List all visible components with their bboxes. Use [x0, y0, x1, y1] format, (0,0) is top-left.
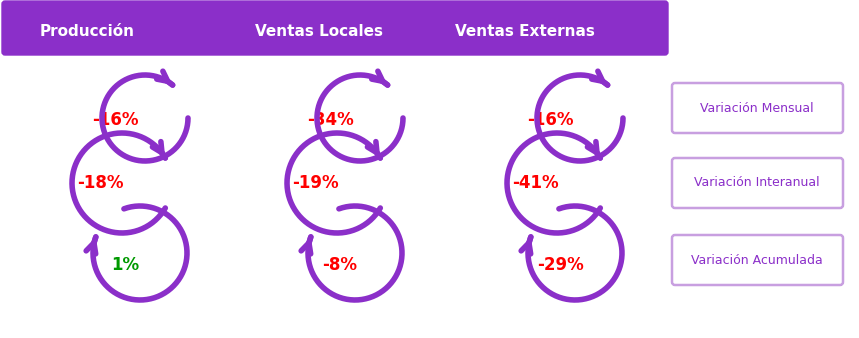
Text: Variación Interanual: Variación Interanual [694, 176, 819, 190]
FancyBboxPatch shape [672, 158, 843, 208]
Text: 1%: 1% [111, 256, 139, 274]
FancyBboxPatch shape [672, 235, 843, 285]
Text: Variación Mensual: Variación Mensual [700, 101, 813, 115]
Text: Ventas Externas: Ventas Externas [455, 24, 595, 40]
Text: -18%: -18% [76, 174, 123, 192]
Text: -16%: -16% [92, 111, 138, 129]
Text: -41%: -41% [512, 174, 558, 192]
Text: Variación Acumulada: Variación Acumulada [691, 254, 823, 266]
Text: -16%: -16% [527, 111, 573, 129]
Text: Producción: Producción [40, 24, 135, 40]
Text: -19%: -19% [292, 174, 338, 192]
Text: -8%: -8% [322, 256, 357, 274]
FancyBboxPatch shape [2, 1, 668, 55]
Text: -29%: -29% [537, 256, 583, 274]
FancyBboxPatch shape [672, 83, 843, 133]
Text: -34%: -34% [307, 111, 353, 129]
Text: Ventas Locales: Ventas Locales [255, 24, 383, 40]
